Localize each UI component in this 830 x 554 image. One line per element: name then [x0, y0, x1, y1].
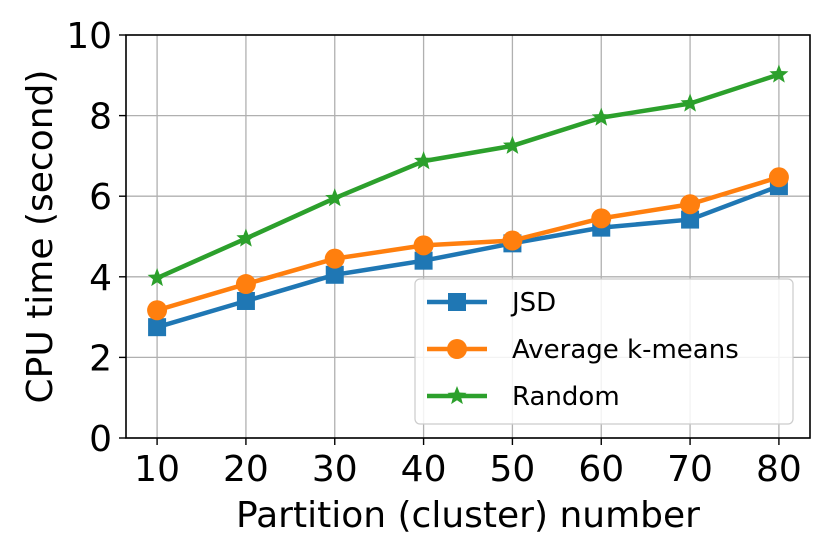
- data-point-random: [147, 268, 167, 287]
- y-tick-label: 0: [89, 419, 112, 460]
- series-line-jsd: [154, 183, 782, 330]
- x-tick-label: 40: [401, 449, 447, 490]
- x-tick-label: 30: [312, 449, 358, 490]
- data-point-jsd: [236, 291, 255, 310]
- legend-item-jsd: JSD: [427, 288, 556, 318]
- x-tick-label: 70: [667, 449, 713, 490]
- legend-label-average-k-means: Average k-means: [512, 335, 739, 365]
- data-point-average-k-means: [768, 167, 789, 188]
- legend: JSD Average k-means Random: [414, 278, 794, 425]
- data-point-jsd: [148, 318, 167, 337]
- data-point-random: [414, 151, 434, 170]
- series-line-average-k-means: [154, 175, 782, 313]
- axis-ticks: 10 20 30 40 50 60 70 80 0 2 4 6 8 10: [66, 16, 802, 490]
- legend-box: [414, 278, 794, 425]
- data-point-average-k-means: [413, 235, 434, 256]
- legend-marker-average-k-means: [447, 339, 467, 359]
- x-tick-label: 80: [756, 449, 802, 490]
- data-point-average-k-means: [680, 194, 701, 215]
- data-point-jsd: [681, 210, 700, 229]
- data-point-average-k-means: [502, 230, 523, 251]
- x-tick-label: 20: [223, 449, 269, 490]
- x-tick-label: 10: [134, 449, 180, 490]
- y-tick-label: 8: [89, 97, 112, 138]
- data-point-jsd: [325, 265, 344, 284]
- data-point-random: [591, 107, 611, 126]
- legend-label-random: Random: [512, 382, 620, 412]
- data-point-random: [502, 135, 522, 154]
- y-tick-label: 6: [89, 177, 112, 218]
- data-point-random: [769, 64, 789, 83]
- series-layer: [147, 64, 789, 337]
- legend-marker-random: [447, 386, 467, 405]
- data-point-average-k-means: [235, 274, 256, 295]
- series-line-random: [154, 72, 782, 281]
- legend-item-average-k-means: Average k-means: [427, 335, 739, 365]
- data-point-average-k-means: [324, 248, 345, 269]
- y-tick-label: 2: [89, 338, 112, 379]
- series-random: [147, 64, 789, 287]
- data-point-jsd: [414, 251, 433, 270]
- legend-item-random: Random: [427, 382, 620, 412]
- series-average-k-means: [147, 167, 789, 321]
- y-axis-label: CPU time (second): [20, 70, 61, 404]
- x-tick-label: 50: [490, 449, 536, 490]
- x-tick-label: 60: [578, 449, 624, 490]
- x-axis-label: Partition (cluster) number: [236, 495, 700, 536]
- data-point-random: [236, 228, 256, 247]
- plot-frame: [125, 34, 811, 439]
- legend-label-jsd: JSD: [510, 288, 556, 318]
- y-tick-label: 4: [89, 258, 112, 299]
- data-point-average-k-means: [147, 300, 168, 321]
- data-point-random: [680, 93, 700, 112]
- legend-marker-jsd: [448, 293, 466, 311]
- y-tick-label: 10: [66, 16, 112, 57]
- data-point-average-k-means: [591, 208, 612, 229]
- data-point-random: [325, 188, 345, 207]
